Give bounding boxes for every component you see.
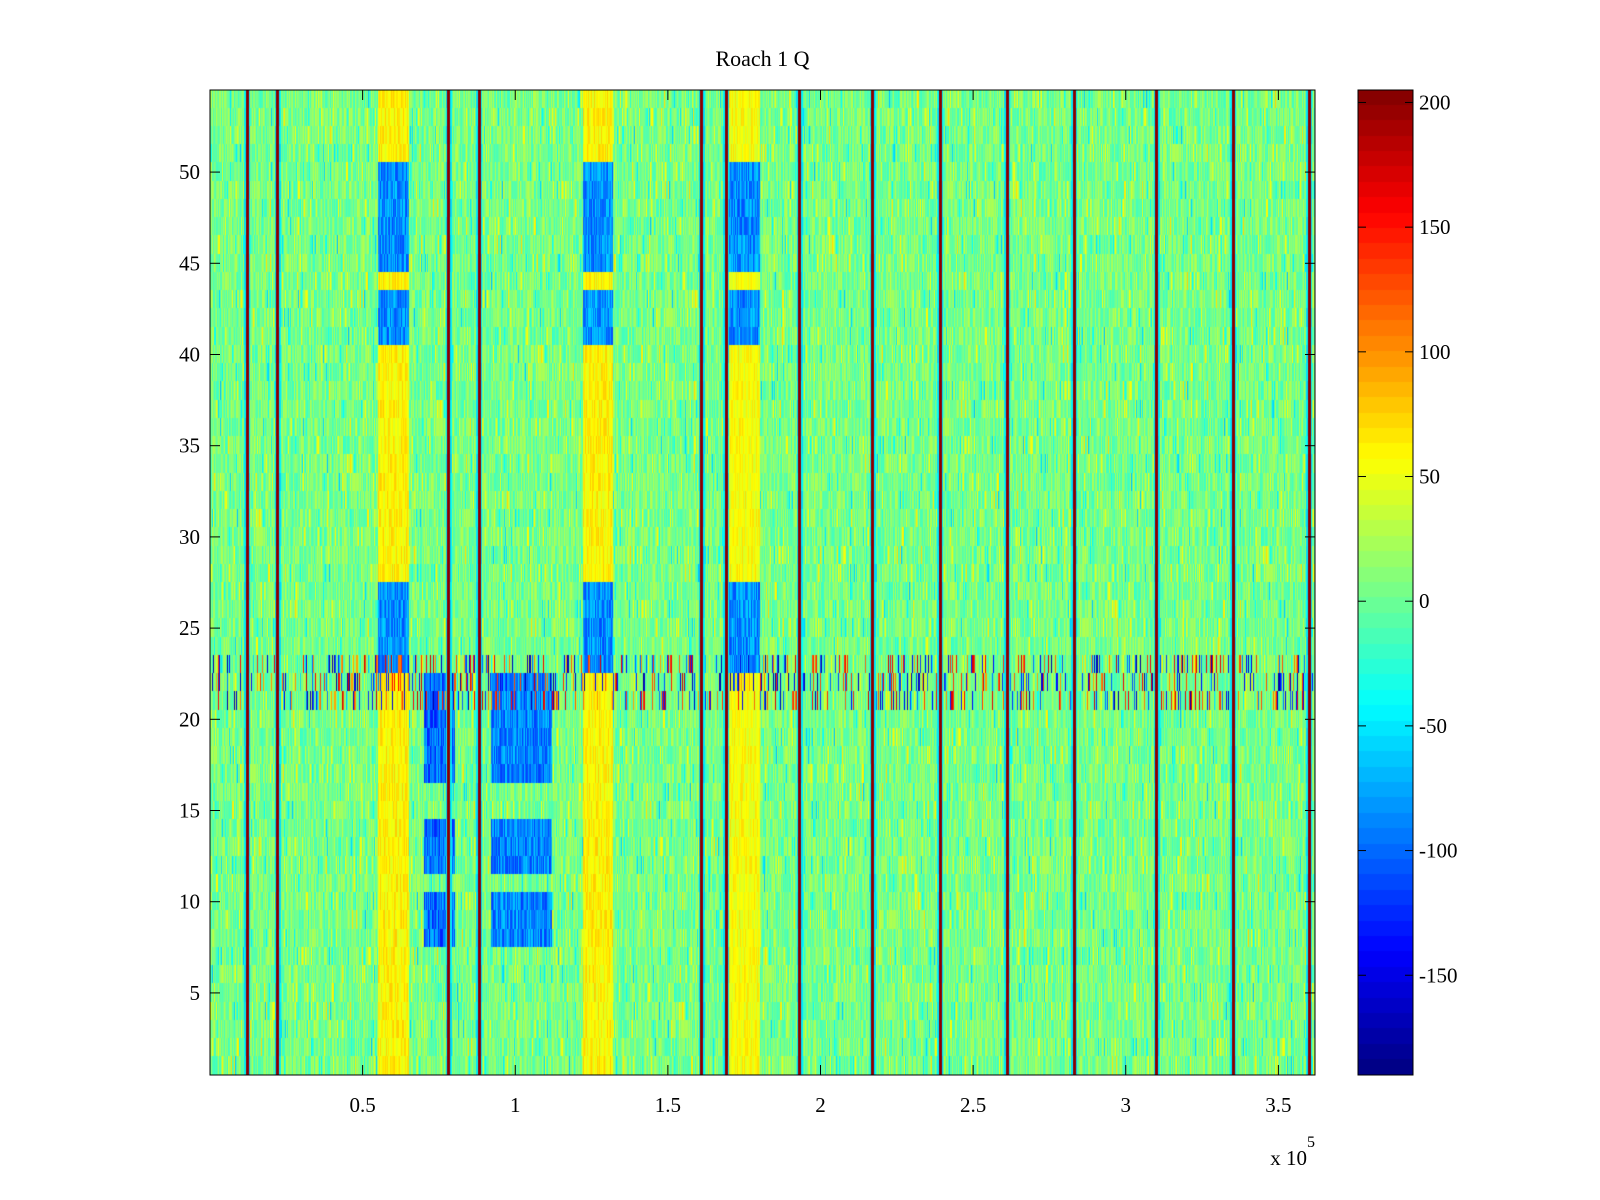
- colorbar-tick-label: -150: [1419, 963, 1458, 987]
- x-tick-label: 2: [815, 1093, 826, 1117]
- y-tick-label: 35: [179, 434, 200, 458]
- y-tick-label: 20: [179, 707, 200, 731]
- colorbar-gradient: [1358, 90, 1413, 1075]
- colorbar-tick-label: 150: [1419, 215, 1451, 239]
- x-tick-label: 1.5: [655, 1093, 681, 1117]
- y-tick-label: 50: [179, 160, 200, 184]
- y-tick-label: 30: [179, 525, 200, 549]
- colorbar-tick-label: -100: [1419, 839, 1458, 863]
- colorbar-frame: [1357, 89, 1414, 1076]
- x-tick-label: 3: [1120, 1093, 1131, 1117]
- y-tick-label: 5: [190, 981, 201, 1005]
- y-tick-label: 40: [179, 342, 200, 366]
- colorbar-tick-label: 100: [1419, 340, 1451, 364]
- y-tick-label: 15: [179, 799, 200, 823]
- x-tick-label: 0.5: [349, 1093, 375, 1117]
- y-tick-label: 25: [179, 616, 200, 640]
- chart-title: Roach 1 Q: [715, 46, 810, 71]
- x-tick-label: 3.5: [1265, 1093, 1291, 1117]
- x-exponent-power: 5: [1307, 1134, 1315, 1151]
- plot-frame: [209, 89, 1316, 1076]
- y-tick-label: 10: [179, 890, 200, 914]
- x-tick-label: 1: [510, 1093, 521, 1117]
- colorbar-tick-label: -50: [1419, 714, 1447, 738]
- colorbar-tick-label: 200: [1419, 90, 1451, 114]
- x-exponent-label: x 10: [1270, 1146, 1307, 1170]
- heatmap-image: [210, 90, 1315, 1075]
- colorbar-tick-label: 0: [1419, 589, 1430, 613]
- colorbar-tick-label: 50: [1419, 465, 1440, 489]
- y-tick-label: 45: [179, 251, 200, 275]
- x-tick-label: 2.5: [960, 1093, 986, 1117]
